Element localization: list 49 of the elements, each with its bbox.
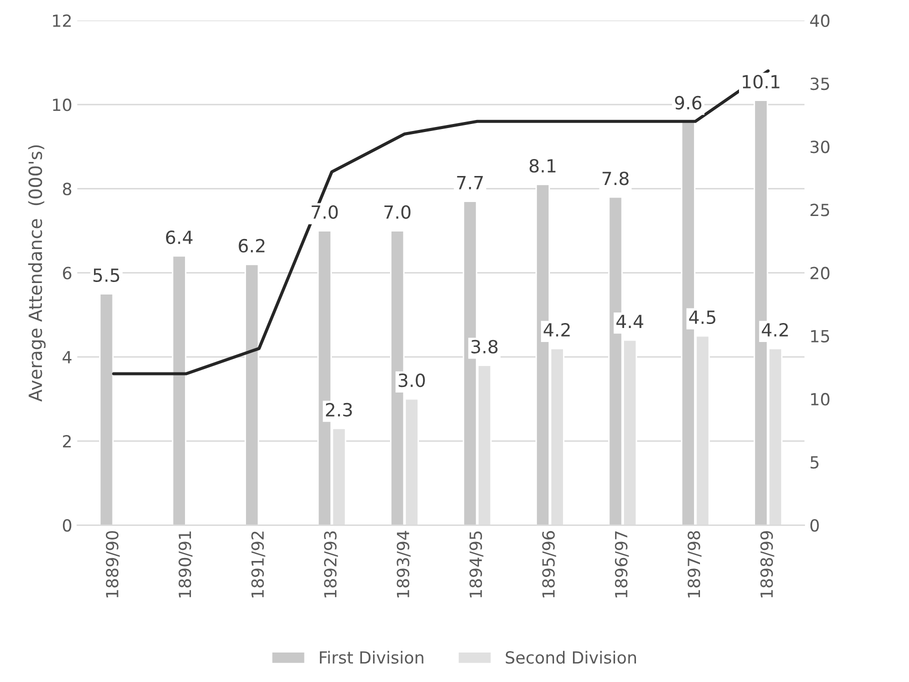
x-tick-label: 1892/93 <box>324 531 338 598</box>
x-tick-label: 1897/98 <box>688 531 702 598</box>
data-label: 4.5 <box>689 310 716 324</box>
data-label: 3.0 <box>398 373 425 388</box>
x-tick-label: 1898/99 <box>760 531 774 598</box>
data-label: 2.3 <box>326 402 352 417</box>
data-label: 7.8 <box>602 172 629 186</box>
data-label: 4.4 <box>616 314 644 328</box>
data-label: 4.2 <box>762 323 788 336</box>
y2-tick-label: 20 <box>810 266 830 280</box>
x-tick-label: 1895/96 <box>542 531 556 598</box>
data-label: 7.7 <box>457 176 483 190</box>
legend-label: Second Division <box>506 650 636 664</box>
data-label: 8.1 <box>530 158 556 173</box>
y-tick-label: 4 <box>62 351 72 364</box>
y2-tick-label: 30 <box>810 140 830 154</box>
legend-label: First Division <box>320 650 424 664</box>
y2-tick-label: 35 <box>810 78 830 90</box>
data-label: 7.0 <box>312 205 338 219</box>
bar <box>244 264 260 526</box>
x-tick-label: 1889/90 <box>106 531 120 598</box>
y-tick-label: 0 <box>62 519 72 532</box>
data-label: 6.2 <box>238 238 264 253</box>
y-tick-label: 2 <box>63 434 71 448</box>
data-label: 7.0 <box>384 205 410 219</box>
y2-tick-label: 25 <box>810 204 830 216</box>
y-tick-label: 8 <box>62 182 72 196</box>
bar <box>99 293 114 526</box>
x-tick-label: 1891/92 <box>251 532 266 598</box>
y2-tick-label: 15 <box>811 330 830 342</box>
x-tick-label: 1896/97 <box>614 531 629 598</box>
y2-tick-label: 40 <box>810 14 830 28</box>
y2-tick-label: 0 <box>810 519 819 532</box>
data-label: 9.6 <box>674 96 702 110</box>
bar <box>172 255 186 526</box>
data-label: 4.2 <box>544 323 570 336</box>
y-tick-label: 12 <box>53 14 71 27</box>
x-tick-label: 1890/91 <box>178 532 192 598</box>
data-label: 3.8 <box>471 340 498 354</box>
y-tick-label: 6 <box>62 266 72 280</box>
y-axis-title: Average Attendance (000's) <box>28 145 46 402</box>
data-label: 10.1 <box>742 74 780 89</box>
data-label: 5.5 <box>93 268 120 282</box>
y-tick-label: 10 <box>53 98 72 112</box>
data-label: 6.4 <box>166 230 192 244</box>
x-tick-label: 1893/94 <box>396 530 411 598</box>
x-tick-label: 1894/95 <box>469 531 484 598</box>
y2-tick-label: 10 <box>811 392 830 406</box>
y2-tick-label: 5 <box>810 456 818 469</box>
